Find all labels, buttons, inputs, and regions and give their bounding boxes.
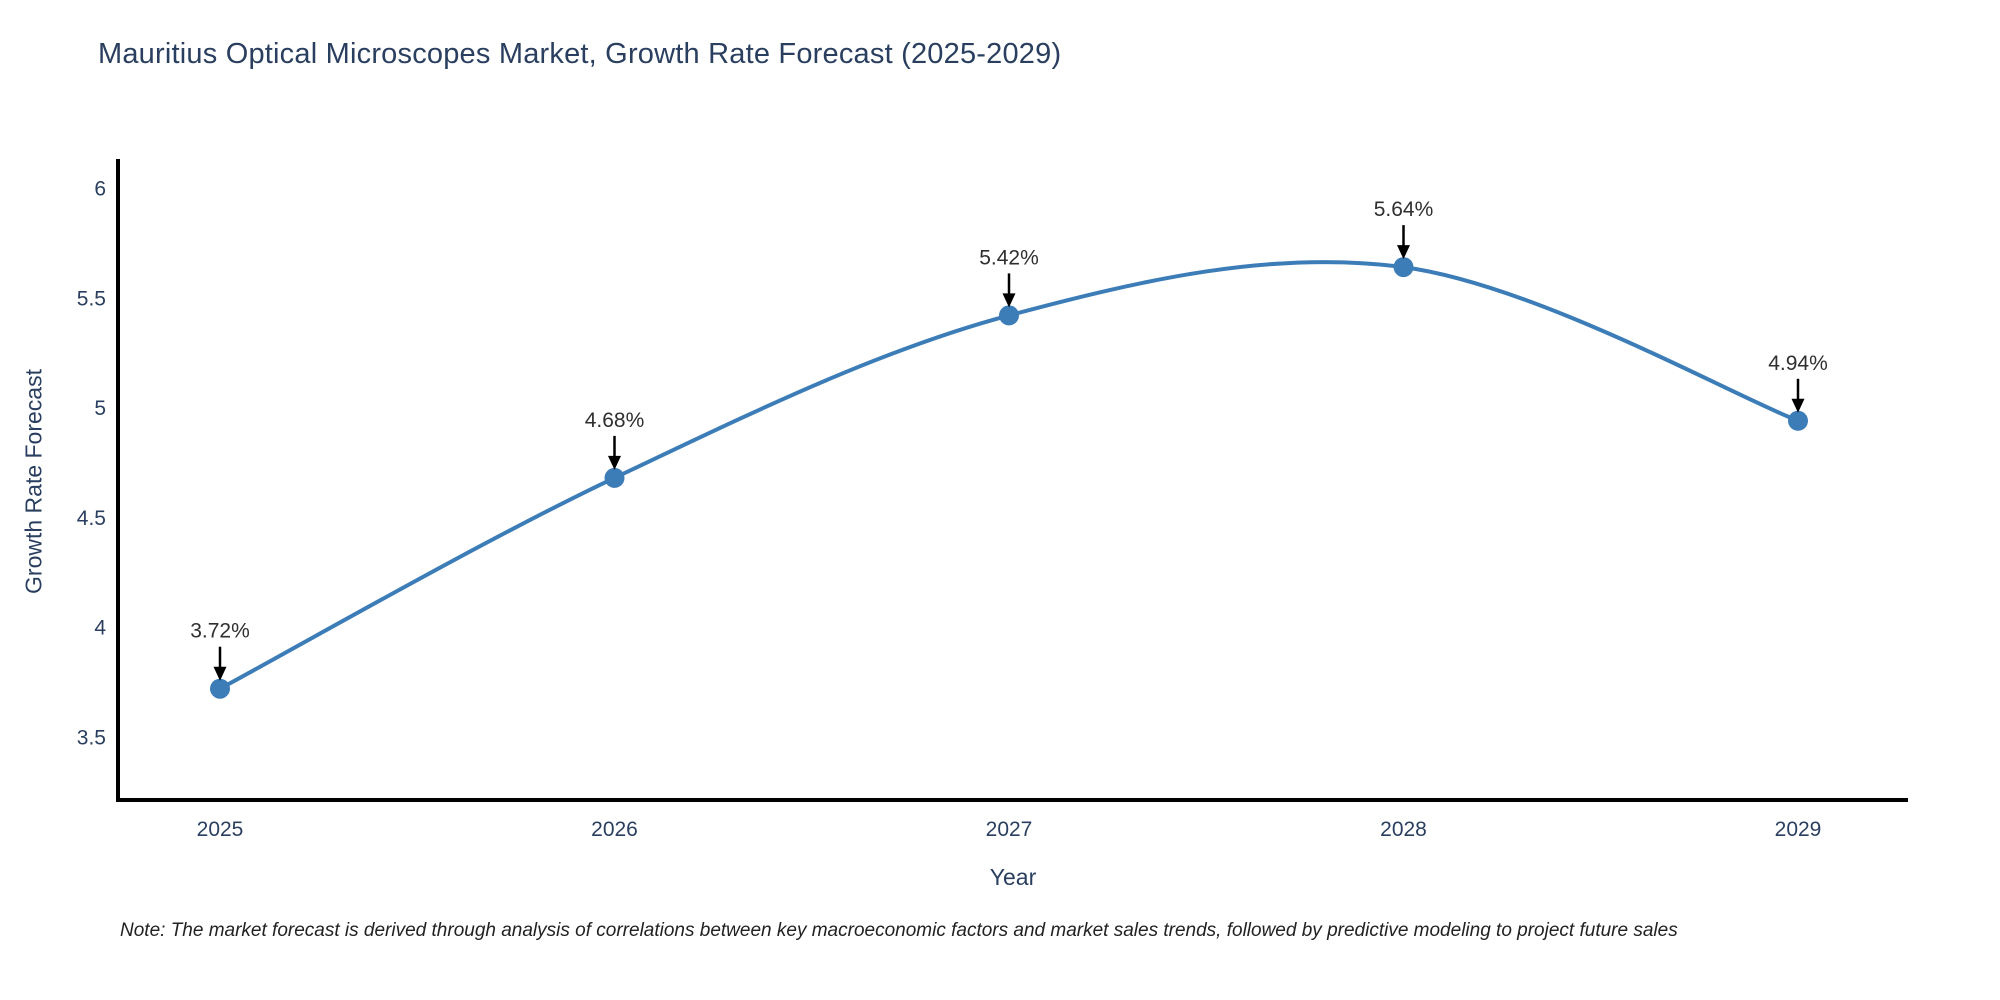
x-tick-label: 2027 bbox=[986, 818, 1033, 841]
y-tick-label: 5.5 bbox=[77, 287, 106, 310]
annotation-arrowhead bbox=[1002, 293, 1016, 308]
data-point-marker bbox=[1393, 257, 1414, 278]
y-tick-label: 5 bbox=[94, 397, 106, 420]
y-axis-tick-labels: 3.5 4 4.5 5 5.5 6 bbox=[77, 178, 107, 750]
y-tick-label: 3.5 bbox=[77, 727, 106, 750]
y-tick-label: 6 bbox=[94, 178, 106, 201]
data-point-marker bbox=[604, 467, 625, 488]
chart-title: Mauritius Optical Microscopes Market, Gr… bbox=[98, 38, 1062, 70]
point-value-label: 3.72% bbox=[190, 620, 250, 643]
annotation-arrowhead bbox=[213, 666, 227, 681]
annotation-arrowhead bbox=[1791, 398, 1805, 413]
data-point-marker bbox=[210, 678, 230, 699]
point-value-label: 4.68% bbox=[585, 409, 645, 432]
axes bbox=[116, 159, 1908, 802]
point-annotations: 3.72% 4.68% 5.42% 5.64% 4.94% bbox=[190, 198, 1828, 681]
y-tick-label: 4.5 bbox=[77, 507, 106, 530]
x-axis-title: Year bbox=[989, 864, 1037, 890]
x-axis-tick-labels: 2025 2026 2027 2028 2029 bbox=[197, 818, 1822, 841]
series-group bbox=[210, 257, 1808, 699]
x-tick-label: 2029 bbox=[1775, 818, 1822, 841]
series-line bbox=[218, 259, 1800, 691]
data-point-marker bbox=[999, 305, 1019, 326]
chart-footnote: Note: The market forecast is derived thr… bbox=[120, 920, 1678, 941]
x-tick-label: 2026 bbox=[591, 818, 638, 841]
point-value-label: 5.42% bbox=[979, 246, 1039, 269]
y-tick-label: 4 bbox=[94, 617, 106, 640]
x-tick-label: 2028 bbox=[1380, 818, 1427, 841]
point-value-label: 4.94% bbox=[1768, 352, 1828, 375]
data-point-marker bbox=[1788, 410, 1808, 431]
annotation-arrowhead bbox=[1397, 245, 1410, 260]
y-axis-title: Growth Rate Forecast bbox=[20, 369, 47, 594]
point-value-label: 5.64% bbox=[1374, 198, 1434, 221]
x-tick-label: 2025 bbox=[197, 818, 244, 841]
annotation-arrowhead bbox=[608, 455, 621, 470]
